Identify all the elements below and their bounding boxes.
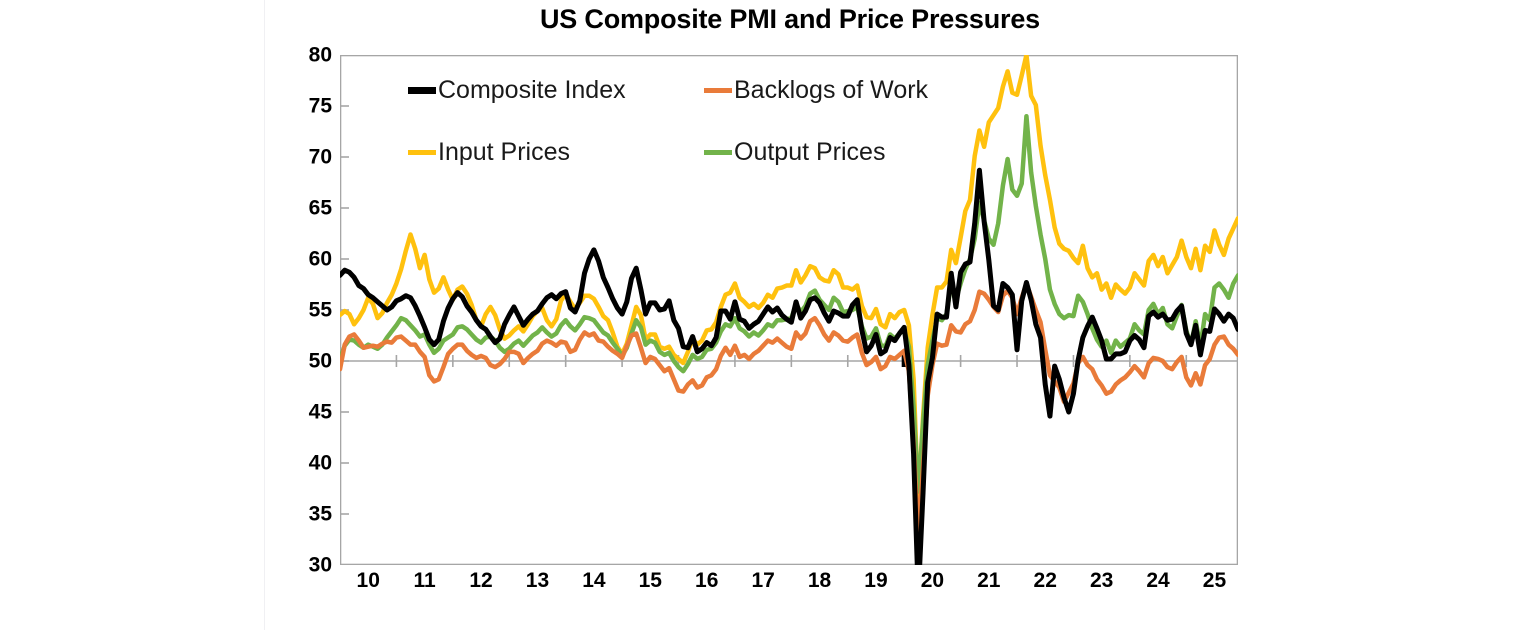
y-axis-tick-label: 55: [308, 298, 332, 322]
x-axis-tick-label: 24: [1146, 569, 1170, 592]
y-axis-tick-label: 35: [308, 502, 332, 526]
legend-item-label: Input Prices: [438, 138, 571, 166]
y-axis-tick-label: 60: [308, 247, 332, 271]
x-axis-tick-label: 10: [356, 569, 380, 592]
y-axis-tick-label: 45: [308, 400, 332, 424]
page-title: US Composite PMI and Price Pressures: [540, 4, 1040, 34]
legend-item[interactable]: Input Prices: [408, 140, 570, 165]
x-axis-tick-label: 14: [582, 569, 606, 592]
y-axis-tick-label: 50: [308, 349, 332, 373]
legend-color-swatch: [408, 87, 436, 94]
plot-area: [340, 55, 1238, 565]
x-axis: 10 11 12 13 14 15 16 17 18 19 20 21 22 23 24 25: [340, 570, 1238, 604]
y-axis-tick-label: 80: [308, 43, 332, 67]
y-axis-tick-label: 30: [308, 553, 332, 577]
x-axis-tick-label: 11: [413, 569, 436, 592]
x-axis-tick-label: 15: [638, 569, 662, 592]
x-axis-tick-label: 21: [977, 569, 1001, 592]
x-axis-tick-label: 16: [695, 569, 719, 592]
series-line-backlogs-of-work: [340, 281, 1238, 539]
legend-color-swatch: [408, 150, 436, 155]
x-axis-tick-label: 19: [864, 569, 888, 592]
x-axis-tick-label: 23: [1089, 569, 1114, 592]
legend-item[interactable]: Backlogs of Work: [704, 78, 928, 103]
figure-left-divider: [264, 0, 265, 630]
x-axis-tick-label: 17: [751, 569, 775, 592]
y-axis: 30 35 40 45 50 55 60 65 70 75 80: [276, 45, 332, 576]
series-line-composite-index: [340, 167, 1238, 565]
chart-canvas: [340, 55, 1238, 565]
y-axis-tick-label: 70: [308, 145, 332, 169]
chart-legend: Composite Index Backlogs of Work Input Pri…: [408, 78, 968, 178]
legend-item-label: Output Prices: [734, 138, 886, 166]
x-axis-tick-label: 20: [920, 569, 945, 592]
legend-color-swatch: [704, 150, 732, 155]
x-axis-tick-label: 12: [469, 569, 493, 592]
legend-color-swatch: [704, 88, 732, 93]
y-axis-tick-label: 65: [308, 196, 332, 220]
legend-item[interactable]: Output Prices: [704, 140, 885, 165]
legend-item-label: Backlogs of Work: [734, 76, 929, 104]
y-axis-tick-label: 40: [308, 451, 332, 475]
legend-item[interactable]: Composite Index: [408, 78, 626, 103]
legend-item-label: Composite Index: [438, 76, 626, 104]
y-axis-tick-label: 75: [308, 94, 332, 118]
x-axis-tick-label: 18: [807, 569, 832, 592]
x-axis-tick-label: 13: [525, 569, 550, 592]
x-axis-tick-label: 22: [1033, 569, 1057, 592]
x-axis-tick-label: 25: [1202, 569, 1227, 592]
series-line-input-prices: [340, 55, 1238, 507]
